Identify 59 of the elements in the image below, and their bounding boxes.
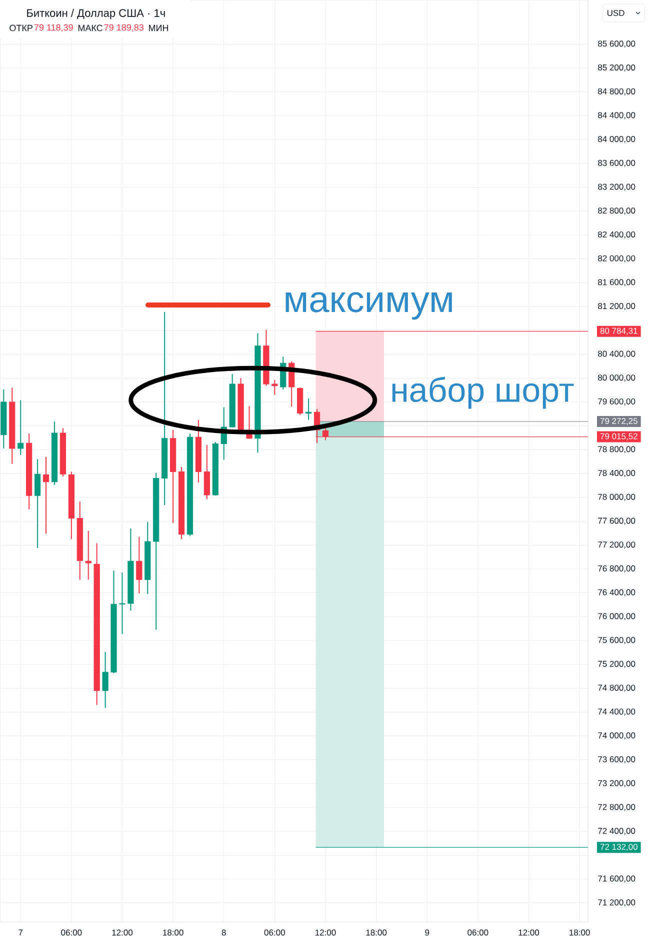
- y-tick-label: 82 400,00: [598, 231, 636, 238]
- y-tick-label: 78 800,00: [598, 446, 636, 454]
- y-tick-label: 75 200,00: [598, 660, 636, 668]
- y-tick-label: 76 400,00: [598, 589, 636, 596]
- y-tick-label: 76 800,00: [598, 565, 636, 572]
- y-tick-label: 73 200,00: [598, 780, 636, 788]
- x-tick-label: 7: [18, 930, 23, 936]
- y-tick-label: 71 600,00: [598, 876, 636, 883]
- x-tick-label: 06:00: [468, 930, 488, 936]
- y-tick-label: 83 200,00: [598, 184, 636, 191]
- annotation: МИН: [149, 24, 168, 32]
- y-tick-label: 83 600,00: [598, 160, 636, 167]
- y-tick-label: 74 400,00: [598, 708, 636, 716]
- y-tick-label: 72 800,00: [598, 804, 636, 811]
- y-tick-label: 81 600,00: [598, 279, 636, 286]
- y-tick-label: 85 600,00: [598, 40, 636, 48]
- y-tick-label: 78 000,00: [598, 494, 636, 501]
- y-tick-label: 71 200,00: [598, 899, 636, 906]
- y-tick-label: 84 800,00: [598, 88, 636, 96]
- y-tick-label: 84 400,00: [598, 112, 636, 120]
- ref-line-label: 79 015,52: [600, 433, 638, 440]
- annotation: ОТКР: [10, 24, 32, 32]
- y-tick-label: 81 200,00: [598, 303, 636, 310]
- ref-line-label: 80 784,31: [600, 328, 638, 335]
- x-tick-label: 06:00: [264, 930, 285, 936]
- y-tick-label: 79 600,00: [598, 398, 636, 406]
- y-tick-label: 82 000,00: [598, 255, 636, 262]
- ref-line-label: 72 132,00: [600, 844, 638, 851]
- y-tick-label: 82 800,00: [598, 208, 636, 215]
- x-tick-label: 8: [222, 930, 226, 936]
- y-tick-label: 73 600,00: [598, 756, 636, 764]
- ref-line-label: 79 272,25: [600, 418, 638, 426]
- y-tick-label: 85 200,00: [598, 64, 636, 72]
- y-tick-label: 74 800,00: [598, 684, 636, 692]
- x-tick-label: 06:00: [61, 930, 82, 936]
- y-tick-label: 77 200,00: [598, 542, 636, 549]
- y-tick-label: 76 000,00: [598, 613, 636, 620]
- x-tick-label: 12:00: [518, 930, 540, 936]
- x-tick-label: 12:00: [112, 930, 133, 936]
- x-tick-label: 18:00: [366, 930, 387, 936]
- annotation: 79 118,39: [34, 24, 73, 32]
- y-tick-label: 72 400,00: [598, 828, 636, 835]
- annotation: МАКС: [78, 24, 103, 32]
- y-tick-label: 77 600,00: [598, 518, 636, 525]
- annotation: 79 189,83: [104, 24, 144, 32]
- text: Биткоин / Доллар США · 1ч: [27, 8, 165, 20]
- annotation: набор шорт: [392, 376, 574, 409]
- y-tick-label: 78 400,00: [598, 470, 636, 478]
- x-tick-label: 18:00: [570, 930, 590, 936]
- y-tick-label: 80 400,00: [598, 350, 636, 358]
- x-tick-label: 18:00: [163, 930, 184, 936]
- annotation: максимум: [286, 292, 452, 320]
- text: USD: [607, 10, 624, 16]
- y-tick-label: 75 600,00: [598, 637, 636, 644]
- y-tick-label: 80 000,00: [598, 374, 636, 382]
- y-tick-label: 74 000,00: [598, 732, 636, 740]
- x-tick-label: 12:00: [315, 930, 336, 936]
- y-tick-label: 84 000,00: [598, 136, 636, 144]
- x-tick-label: 9: [425, 930, 430, 936]
